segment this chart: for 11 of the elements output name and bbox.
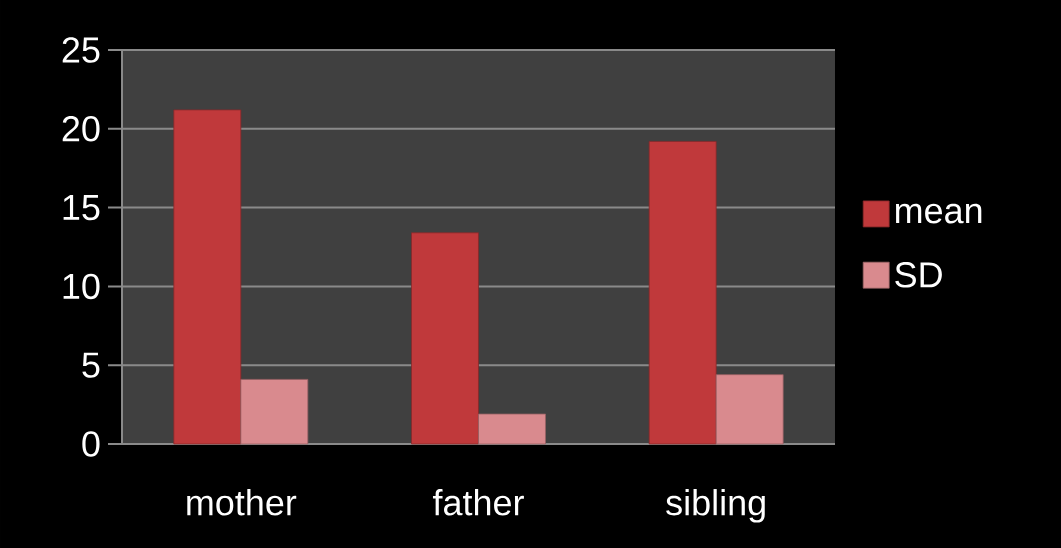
y-tick-label: 20 xyxy=(62,116,100,142)
legend-label: SD xyxy=(895,262,942,288)
y-tick-label: 5 xyxy=(82,352,100,378)
x-tick-label: sibling xyxy=(666,489,765,523)
x-tick-label: father xyxy=(432,489,524,516)
y-tick-label: 10 xyxy=(63,273,100,300)
x-tick-label: mother xyxy=(187,489,297,516)
legend-label: mean xyxy=(895,203,982,224)
y-tick-label: 25 xyxy=(62,37,100,63)
y-tick-label: 15 xyxy=(63,195,100,221)
y-tick-label: 0 xyxy=(82,431,100,457)
